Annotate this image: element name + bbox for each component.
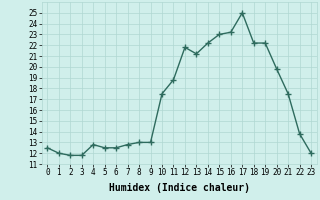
- X-axis label: Humidex (Indice chaleur): Humidex (Indice chaleur): [109, 183, 250, 193]
